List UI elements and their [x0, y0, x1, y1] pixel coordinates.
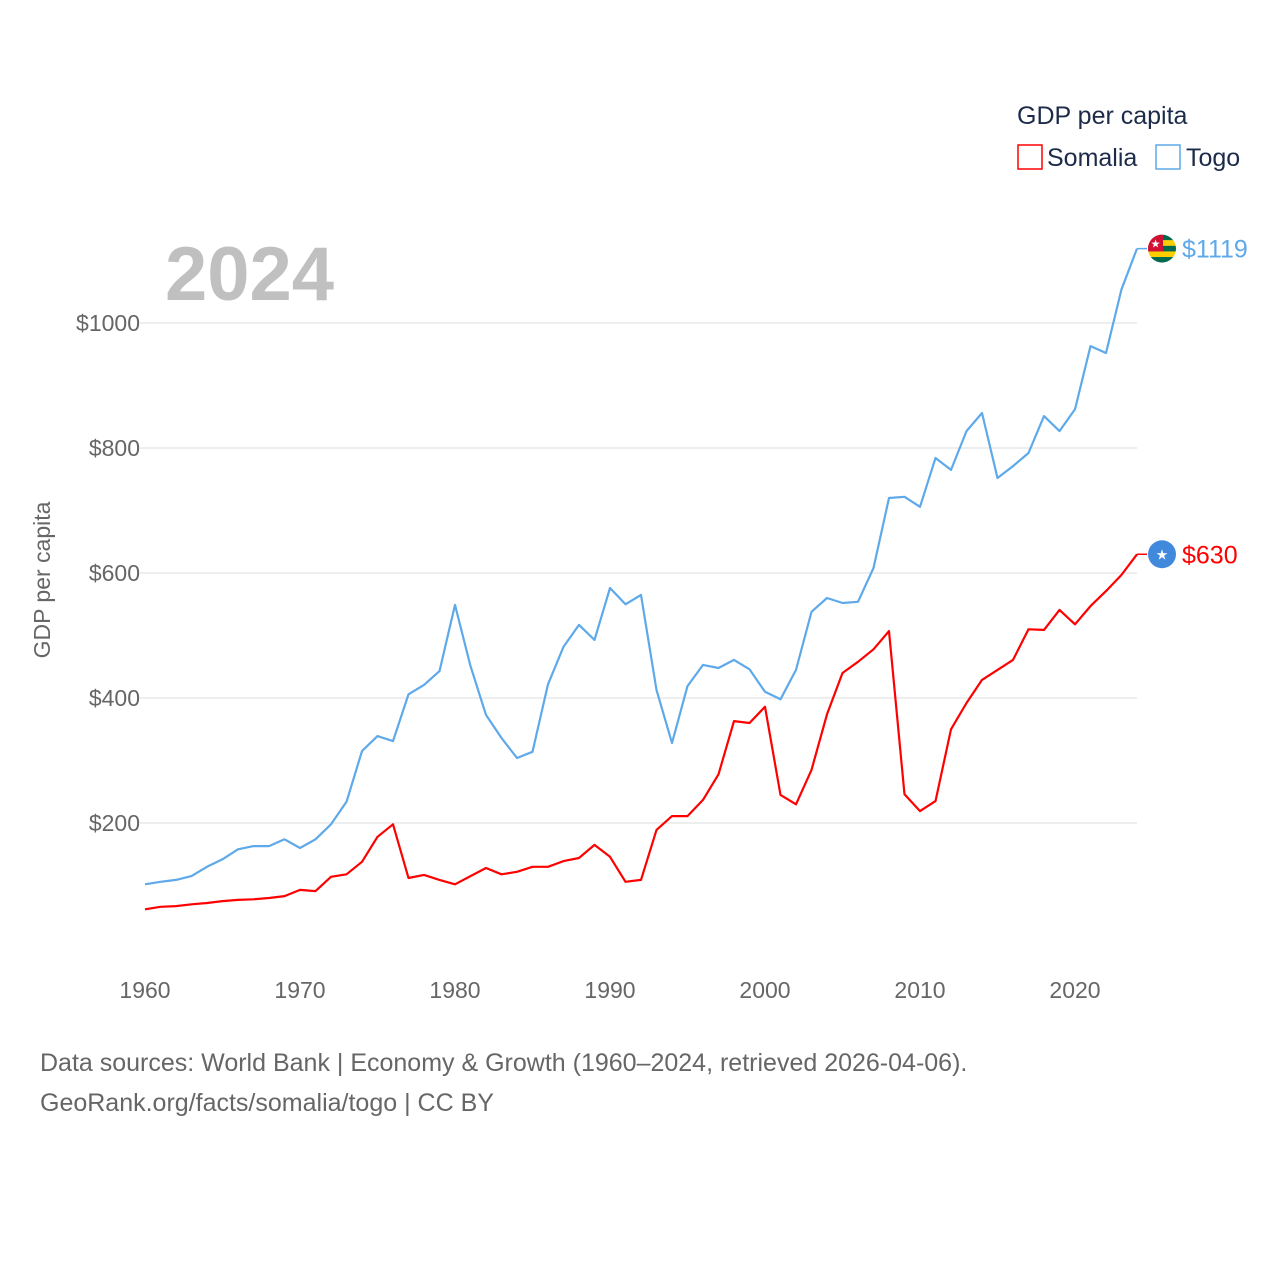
star-icon: ★ [1156, 546, 1169, 562]
legend-title: GDP per capita [1017, 102, 1188, 130]
year-display: 2024 [165, 232, 334, 317]
x-tick-label: 2020 [1049, 977, 1100, 1003]
series-line-togo [144, 248, 1139, 886]
end-value-label-togo: $1119 [1182, 236, 1248, 264]
series-end-labels: ★ $630 ★ $1119 [1137, 234, 1248, 569]
legend-label-togo[interactable]: Togo [1186, 144, 1240, 172]
legend: GDP per capita Somalia Togo [1017, 102, 1240, 172]
legend-swatch-somalia [1017, 144, 1043, 170]
y-tick-label: $1000 [76, 310, 140, 336]
star-icon: ★ [1151, 239, 1161, 251]
x-tick-label: 1970 [274, 977, 325, 1003]
legend-swatch-togo [1155, 144, 1181, 170]
footer-link[interactable]: GeoRank.org/facts/somalia/togo | CC BY [40, 1089, 494, 1117]
flag-body [1148, 540, 1176, 569]
togo-flag-icon: ★ [1148, 234, 1176, 263]
series-lines [144, 248, 1139, 911]
legend-label-somalia[interactable]: Somalia [1047, 144, 1137, 172]
x-tick-label: 1990 [584, 977, 635, 1003]
x-tick-label: 2000 [739, 977, 790, 1003]
y-tick-label: $800 [89, 435, 140, 461]
series-line-somalia [144, 553, 1138, 911]
flag-body: ★ [1148, 234, 1176, 263]
y-tick-label: $600 [89, 560, 140, 586]
y-tick-label: $200 [89, 810, 140, 836]
gridlines [140, 322, 1137, 824]
flag-stripe [1148, 257, 1176, 263]
end-value-label-somalia: $630 [1182, 541, 1238, 569]
x-axis-ticks: 1960 1970 1980 1990 2000 2010 2020 [119, 977, 1100, 1003]
flag-stripe [1148, 251, 1176, 258]
x-tick-label: 2010 [894, 977, 945, 1003]
y-axis-ticks: $200 $400 $600 $800 $1000 [76, 310, 140, 836]
somalia-flag-icon: ★ [1148, 540, 1176, 569]
x-tick-label: 1980 [429, 977, 480, 1003]
footer-sources: Data sources: World Bank | Economy & Gro… [40, 1049, 968, 1077]
footer: Data sources: World Bank | Economy & Gro… [40, 1043, 967, 1123]
y-tick-label: $400 [89, 685, 140, 711]
y-axis-label: GDP per capita [29, 501, 55, 658]
x-tick-label: 1960 [119, 977, 170, 1003]
